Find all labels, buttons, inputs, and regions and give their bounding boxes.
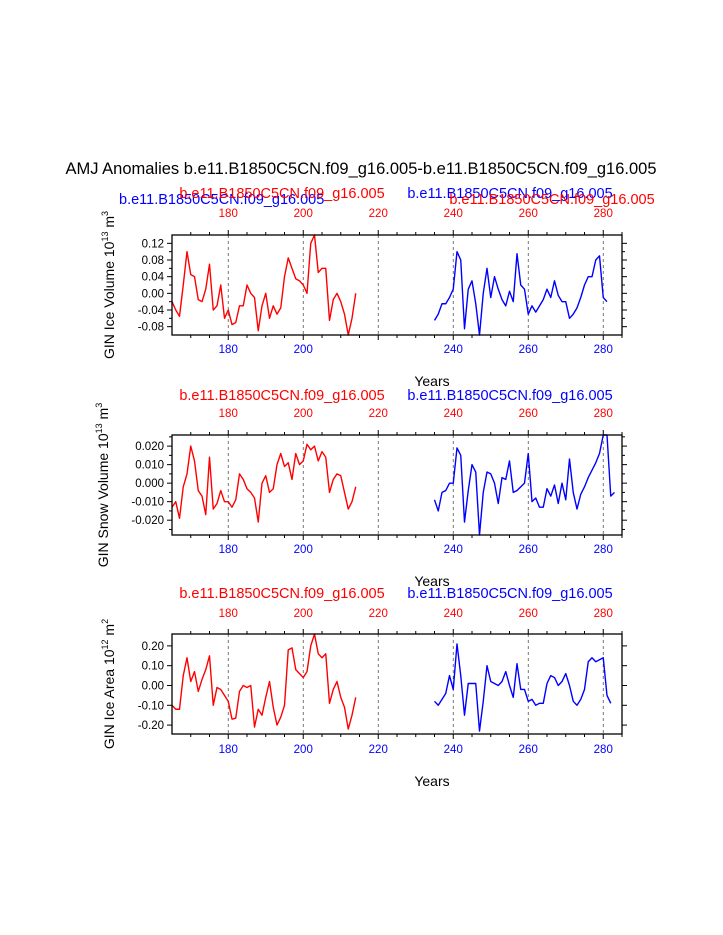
legend-top-right: b.e11.B1850C5CN.f09_g16.005 — [407, 388, 612, 404]
x-tick-label-bottom: 280 — [594, 544, 613, 556]
x-tick-label-top: 260 — [519, 408, 538, 420]
y-tick-label: -0.08 — [138, 322, 164, 334]
y-tick-label: 0.08 — [142, 255, 164, 267]
y-axis-label-superscript: 13 — [94, 423, 104, 433]
legend-top-center: b.e11.B1850C5CN.f09_g16.005 — [179, 186, 384, 202]
y-axis-label-part: m — [101, 624, 117, 640]
x-axis-label: Years — [414, 373, 449, 389]
y-tick-label: -0.020 — [131, 515, 164, 527]
x-tick-label-bottom: 180 — [219, 544, 238, 556]
x-tick-label-bottom: 260 — [519, 744, 538, 756]
x-tick-label-top: 240 — [444, 408, 463, 420]
x-tick-label-top: 200 — [294, 608, 313, 620]
y-tick-label: 0.00 — [142, 680, 164, 692]
panels-group: -0.08 -0.04 0.00 0.04 0.08 0.12 180 200 220 240 26… — [94, 186, 655, 789]
x-tick-label-bottom: 240 — [444, 544, 463, 556]
x-tick-label-bottom: 180 — [219, 344, 238, 356]
y-axis-label-superscript: 3 — [100, 211, 110, 216]
legend-top-left: b.e11.B1850C5CN.f09_g16.005 — [119, 192, 324, 208]
x-axis-label: Years — [414, 773, 449, 789]
x-tick-label-bottom: 200 — [294, 344, 313, 356]
y-tick-label: 0.020 — [135, 441, 164, 453]
x-tick-label-bottom: 260 — [519, 544, 538, 556]
y-tick-label: -0.04 — [138, 305, 165, 317]
x-tick-label-bottom: 280 — [594, 744, 613, 756]
x-tick-label-top: 220 — [369, 208, 388, 220]
x-tick-label-bottom: 240 — [444, 344, 463, 356]
y-tick-label: 0.10 — [142, 661, 164, 673]
x-tick-label-bottom: 200 — [294, 744, 313, 756]
y-tick-label: 0.12 — [142, 238, 164, 250]
y-tick-label: 0.00 — [142, 288, 164, 300]
x-tick-label-top: 280 — [594, 408, 613, 420]
y-axis-label: GIN Ice Area 1012 m2 — [100, 619, 117, 749]
y-axis-label-superscript: 3 — [94, 403, 104, 408]
x-tick-label-top: 180 — [219, 608, 238, 620]
x-tick-label-bottom: 280 — [594, 344, 613, 356]
x-tick-label-top: 200 — [294, 408, 313, 420]
y-axis-label-part: m — [95, 408, 111, 424]
legend-top-left: b.e11.B1850C5CN.f09_g16.005 — [179, 586, 384, 602]
x-tick-label-top: 260 — [519, 208, 538, 220]
legend-top-left: b.e11.B1850C5CN.f09_g16.005 — [179, 388, 384, 404]
y-tick-label: -0.20 — [138, 720, 164, 732]
x-tick-label-bottom: 200 — [294, 544, 313, 556]
y-axis-label: GIN Ice Volume 1013 m3 — [100, 211, 117, 359]
y-axis-label-part: GIN Snow Volume 10 — [95, 433, 111, 567]
x-tick-label-top: 200 — [294, 208, 313, 220]
x-tick-label-top: 220 — [369, 608, 388, 620]
figure-title: AMJ Anomalies b.e11.B1850C5CN.f09_g16.00… — [65, 160, 656, 178]
x-tick-label-top: 280 — [594, 208, 613, 220]
y-axis-label-part: m — [101, 216, 117, 232]
legend-top-right-blue: b.e11.B1850C5CN.f09_g16.005 — [407, 186, 612, 202]
y-axis-label-superscript: 2 — [100, 619, 110, 624]
y-tick-label: -0.10 — [138, 700, 164, 712]
series-line-blue — [433, 250, 608, 336]
y-axis-label-part: GIN Ice Volume 10 — [101, 241, 117, 359]
x-tick-label-bottom: 240 — [444, 744, 463, 756]
y-axis-label-part: GIN Ice Area 10 — [101, 649, 117, 749]
x-tick-label-bottom: 180 — [219, 744, 238, 756]
chart-panel-1: -0.08 -0.04 0.00 0.04 0.08 0.12 180 200 220 240 26… — [100, 186, 655, 389]
x-tick-label-bottom: 260 — [519, 344, 538, 356]
x-tick-label-top: 180 — [219, 408, 238, 420]
x-tick-label-top: 220 — [369, 408, 388, 420]
series-line-blue — [433, 643, 612, 732]
x-tick-label-top: 240 — [444, 208, 463, 220]
x-tick-label-top: 280 — [594, 608, 613, 620]
y-tick-label: 0.010 — [135, 460, 164, 472]
series-line-red — [171, 234, 357, 336]
y-axis-label-superscript: 13 — [100, 232, 110, 242]
y-axis-label-superscript: 12 — [100, 639, 110, 649]
x-tick-label-top: 240 — [444, 608, 463, 620]
legend-top-right-red: b.e11.B1850C5CN.f09_g16.005 — [449, 192, 654, 208]
series-line-red — [171, 443, 357, 523]
series-line-blue — [433, 434, 615, 536]
chart-panel-2: -0.020 -0.010 0.000 0.010 0.020 180 200 220 240 2… — [94, 388, 627, 589]
legend-top-right: b.e11.B1850C5CN.f09_g16.005 — [407, 586, 612, 602]
x-tick-label-top: 260 — [519, 608, 538, 620]
series-line-red — [171, 633, 357, 730]
x-tick-label-top: 180 — [219, 208, 238, 220]
y-axis-label: GIN Snow Volume 1013 m3 — [94, 403, 111, 567]
x-axis-label: Years — [414, 573, 449, 589]
y-tick-label: 0.20 — [142, 641, 164, 653]
y-tick-label: -0.010 — [131, 497, 164, 509]
chart-panel-3: -0.20 -0.10 0.00 0.10 0.20 180 200 220 240 260 280… — [100, 586, 627, 789]
x-tick-label-bottom: 220 — [369, 744, 388, 756]
y-tick-label: 0.000 — [135, 478, 164, 490]
y-tick-label: 0.04 — [142, 272, 165, 284]
